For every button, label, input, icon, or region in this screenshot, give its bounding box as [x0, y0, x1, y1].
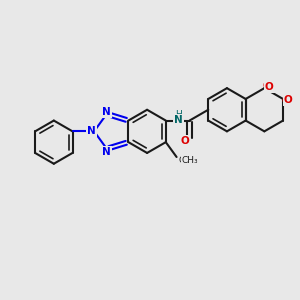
- Text: N: N: [103, 107, 111, 117]
- Text: N: N: [87, 126, 95, 136]
- Text: O: O: [282, 96, 290, 106]
- Text: CH₃: CH₃: [178, 156, 195, 165]
- Text: CH₃: CH₃: [182, 156, 198, 165]
- Text: N: N: [174, 115, 183, 124]
- Text: N: N: [102, 107, 111, 117]
- Text: H: H: [175, 110, 182, 119]
- Text: N: N: [103, 147, 111, 157]
- Text: O: O: [284, 95, 292, 105]
- Text: N: N: [102, 147, 111, 157]
- Text: O: O: [180, 136, 189, 146]
- Text: N: N: [87, 126, 95, 136]
- Text: O: O: [265, 82, 274, 92]
- Text: O: O: [263, 81, 272, 91]
- Text: H: H: [175, 110, 182, 119]
- Text: O: O: [181, 136, 189, 146]
- Text: N: N: [175, 115, 183, 124]
